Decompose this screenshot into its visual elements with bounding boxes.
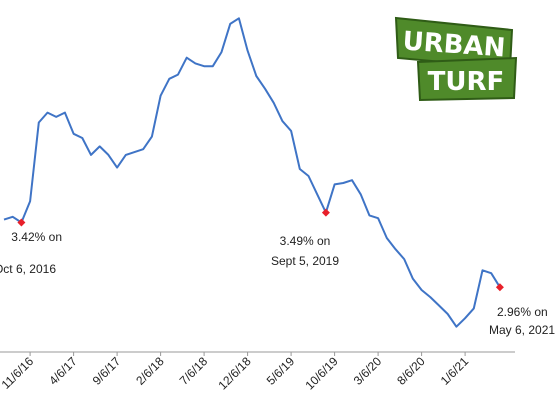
annotation: 3.49% on <box>280 234 331 248</box>
line <box>3 17 501 328</box>
annotation: 3.42% on <box>11 230 62 244</box>
x-tick-label: 12/6/18 <box>216 354 254 392</box>
annotations: 3.42% on Oct 6, 2016 3.49% on Sept 5, 20… <box>0 230 555 337</box>
x-tick-label: 11/6/16 <box>0 354 36 392</box>
x-tick-label: 1/6/21 <box>438 354 472 388</box>
x-tick-label: 2/6/18 <box>133 354 167 388</box>
x-tick-label: 8/6/20 <box>394 354 428 388</box>
x-tick-label: 10/6/19 <box>303 354 341 392</box>
logo-bottom: TURF <box>428 67 505 97</box>
x-tick-label: 4/6/17 <box>46 354 80 388</box>
point-marker <box>17 218 26 227</box>
x-tick-label: 3/6/20 <box>351 354 385 388</box>
annotation: Sept 5, 2019 <box>271 254 339 268</box>
logo-sign-bottom <box>416 56 518 102</box>
logo: URBAN TURF <box>394 16 518 102</box>
x-tick-label: 9/6/17 <box>90 354 124 388</box>
x-tick-label: 7/6/18 <box>177 354 211 388</box>
annotation: 2.96% on <box>497 305 548 319</box>
point-marker <box>495 283 504 292</box>
point-marker <box>321 208 330 217</box>
annotation: Oct 6, 2016 <box>0 262 56 276</box>
annotation: May 6, 2021 <box>489 323 555 337</box>
x-tick-label: 5/6/19 <box>264 354 298 388</box>
logo-top: URBAN <box>402 26 507 63</box>
